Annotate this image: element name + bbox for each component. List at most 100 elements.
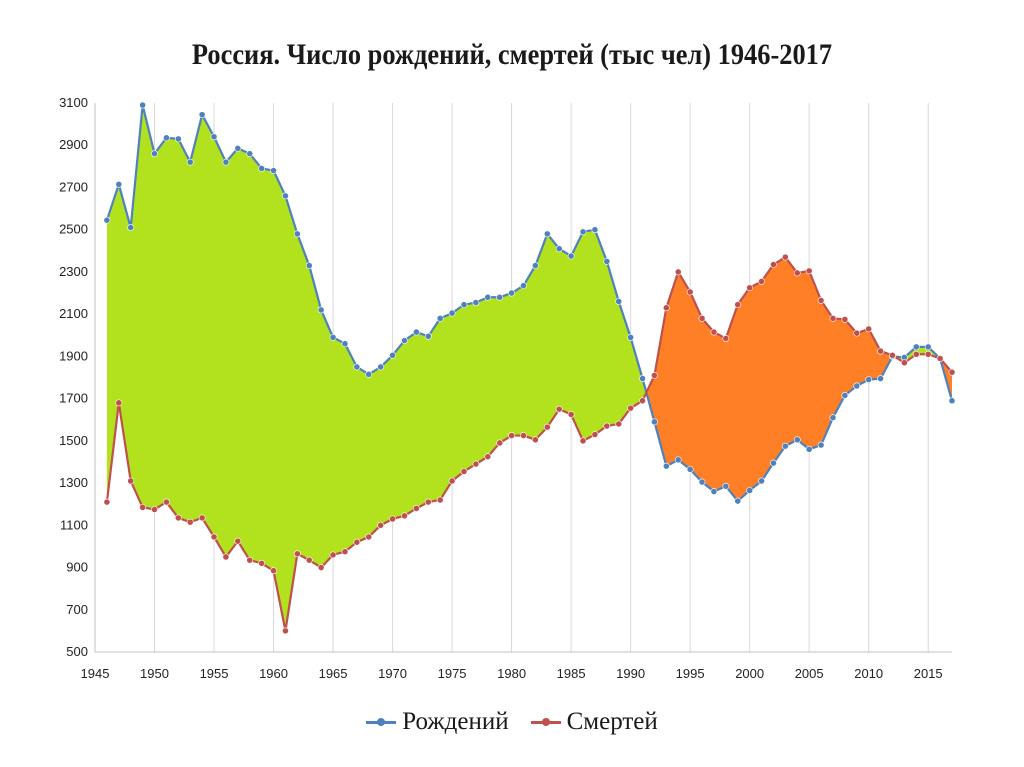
point-deaths-1994 [674, 268, 682, 276]
point-births-1998 [722, 482, 730, 490]
point-deaths-1993 [662, 304, 670, 312]
point-births-1999 [734, 497, 742, 505]
legend-swatch-deaths [530, 715, 561, 729]
point-births-1958 [246, 150, 254, 158]
point-births-1972 [412, 328, 420, 336]
point-deaths-2001 [758, 278, 765, 285]
x-tick-label-1975: 1975 [438, 666, 467, 681]
point-births-2001 [758, 477, 765, 485]
point-births-1968 [365, 370, 373, 378]
y-tick-label-2500: 2500 [59, 222, 88, 237]
point-births-2009 [853, 382, 861, 390]
point-births-2017 [948, 397, 956, 405]
point-births-2005 [805, 445, 813, 453]
point-deaths-1986 [579, 437, 587, 445]
point-deaths-2002 [770, 261, 777, 268]
point-deaths-2007 [829, 314, 837, 322]
point-births-1990 [627, 333, 635, 341]
point-deaths-1990 [627, 404, 635, 412]
point-births-1952 [174, 135, 182, 143]
point-deaths-1988 [603, 422, 611, 430]
x-tick-label-2015: 2015 [914, 666, 943, 681]
point-births-1987 [591, 226, 599, 234]
area-fill-births-higher-0 [106, 105, 647, 631]
point-births-1989 [615, 298, 623, 305]
point-deaths-1976 [460, 468, 468, 475]
point-births-1960 [270, 167, 277, 174]
x-tick-label-1990: 1990 [616, 666, 645, 681]
point-births-1950 [151, 150, 158, 158]
point-deaths-2009 [853, 329, 861, 337]
point-births-1949 [139, 101, 147, 109]
x-tick-label-2005: 2005 [795, 666, 824, 681]
point-deaths-1961 [282, 627, 289, 635]
point-deaths-2008 [841, 316, 849, 323]
point-deaths-2005 [805, 267, 813, 275]
y-tick-label-500: 500 [66, 644, 88, 659]
point-births-1948 [127, 224, 135, 231]
point-births-1962 [293, 230, 301, 238]
point-deaths-2016 [936, 355, 944, 362]
point-births-1964 [317, 306, 325, 314]
point-births-1975 [448, 309, 456, 317]
point-births-2000 [746, 487, 754, 494]
point-births-1983 [543, 230, 551, 238]
chart-plot: 500 700 900 1100 1300 1500 1700 1900 2100 2300 250… [59, 95, 956, 681]
point-deaths-1962 [293, 550, 301, 558]
x-tick-label-1960: 1960 [259, 666, 288, 681]
point-deaths-1969 [377, 521, 385, 529]
legend: Рождений Смертей [0, 708, 1024, 736]
point-deaths-1964 [317, 564, 325, 571]
point-deaths-1952 [174, 514, 182, 522]
point-births-1985 [567, 252, 575, 260]
point-deaths-1987 [591, 431, 599, 438]
point-deaths-1975 [448, 477, 456, 485]
y-tick-label-1700: 1700 [59, 391, 88, 406]
point-deaths-1956 [222, 553, 230, 561]
x-tick-labels: 1945 1950 1955 1960 1965 1970 1975 1980 1985 1990… [81, 666, 943, 681]
x-tick-label-1995: 1995 [676, 666, 705, 681]
y-tick-labels: 500 700 900 1100 1300 1500 1700 1900 2100 2300 250… [59, 95, 88, 659]
point-deaths-1985 [567, 411, 575, 418]
point-births-1959 [258, 165, 266, 172]
point-deaths-2000 [746, 284, 754, 292]
point-deaths-1953 [186, 518, 194, 526]
x-tick-label-1970: 1970 [378, 666, 407, 681]
point-births-2004 [793, 436, 801, 444]
series-line-deaths [105, 256, 953, 632]
point-births-2011 [877, 375, 884, 382]
point-births-2010 [865, 376, 873, 384]
point-deaths-2004 [793, 269, 801, 277]
x-tick-label-1955: 1955 [200, 666, 229, 681]
x-tick-label-1985: 1985 [557, 666, 586, 681]
point-deaths-1974 [436, 496, 444, 504]
y-tick-label-1300: 1300 [59, 475, 88, 490]
point-births-1982 [532, 262, 539, 269]
point-deaths-1951 [163, 498, 170, 506]
point-births-2003 [781, 442, 789, 450]
point-births-1980 [508, 289, 515, 297]
point-births-1953 [186, 158, 194, 166]
point-deaths-2003 [781, 253, 789, 261]
point-deaths-1967 [353, 538, 361, 546]
legend-item-births: Рождений [366, 708, 509, 736]
y-tick-label-2100: 2100 [59, 306, 88, 321]
point-births-2002 [770, 459, 777, 467]
point-births-1946 [103, 216, 111, 224]
series-markers [103, 101, 956, 635]
point-deaths-1981 [520, 432, 527, 439]
point-births-1996 [698, 478, 706, 486]
axes [94, 103, 952, 653]
point-deaths-2017 [948, 368, 956, 376]
point-births-1973 [424, 332, 432, 340]
point-births-1978 [484, 293, 492, 301]
point-deaths-1965 [329, 551, 337, 559]
point-deaths-1991 [639, 397, 646, 405]
point-deaths-2015 [924, 350, 932, 358]
y-tick-label-1100: 1100 [60, 517, 88, 532]
point-births-1976 [460, 301, 468, 309]
point-births-1991 [639, 375, 646, 382]
point-births-1979 [496, 293, 504, 301]
x-tick-label-1965: 1965 [319, 666, 348, 681]
point-deaths-1999 [734, 301, 742, 309]
